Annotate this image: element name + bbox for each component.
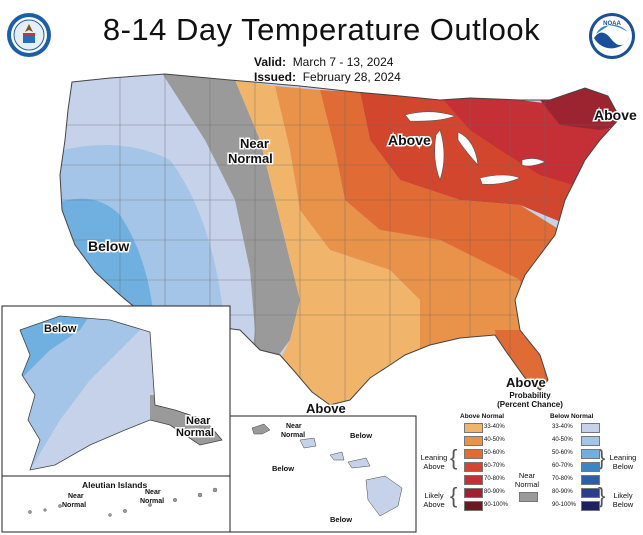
aleutian-inset: Aleutian Islands Near Normal Near Normal (1, 475, 231, 533)
label-aleutian-near-b1: Near (145, 489, 161, 496)
legend-range-above-0: 33-40% (484, 424, 505, 430)
legend-range-above-1: 40-50% (484, 437, 505, 443)
label-alaska-near-1: Near (186, 415, 211, 427)
label-aleutian-near-b2: Normal (140, 498, 164, 505)
commerce-seal-icon (7, 13, 51, 57)
legend-swatch-above-2 (464, 449, 483, 459)
legend-range-above-6: 90-100% (484, 502, 509, 508)
issued-date: February 28, 2024 (302, 70, 401, 84)
legend-likely-above: Likely Above (418, 491, 450, 509)
legend-swatch-above-4 (464, 475, 483, 485)
legend-below-header: Below Normal (550, 413, 594, 420)
legend-near-normal-swatch (519, 492, 538, 502)
aleutian-title: Aleutian Islands (82, 480, 147, 490)
legend-brace-above-leaning: { (450, 445, 458, 470)
legend-range-below-1: 40-50% (552, 437, 573, 443)
noaa-logo-icon: NOAA (589, 13, 635, 59)
issued-label: Issued: (254, 70, 297, 84)
label-near-normal-west-2: Normal (228, 151, 273, 166)
label-hawaii-below-2: Below (272, 464, 294, 473)
label-aleutian-near-a2: Normal (62, 502, 86, 509)
legend-range-above-4: 70-80% (484, 476, 505, 482)
legend-likely-below-1: Likely (613, 491, 633, 500)
legend-range-below-0: 33-40% (552, 424, 573, 430)
legend-swatch-above-0 (464, 423, 483, 433)
legend-range-below-2: 50-60% (552, 450, 573, 456)
legend-near-normal-1: Near (518, 471, 536, 480)
label-near-normal-west-1: Near (240, 136, 269, 151)
map-title: 8-14 Day Temperature Outlook (102, 12, 541, 47)
label-above-florida: Above (506, 375, 546, 390)
legend-swatch-below-4 (581, 475, 600, 485)
legend-swatch-below-3 (581, 462, 600, 472)
noaa-text: NOAA (603, 21, 621, 27)
legend-swatch-above-5 (464, 488, 483, 498)
legend-range-above-3: 60-70% (484, 463, 505, 469)
label-hawaii-below-3: Below (330, 515, 352, 524)
legend-swatch-below-5 (581, 488, 600, 498)
valid-label: Valid: (254, 55, 287, 69)
legend-swatch-above-1 (464, 436, 483, 446)
legend-leaning-above-2: Above (423, 462, 445, 471)
legend-leaning-above: Leaning Above (418, 453, 450, 471)
label-above-texas: Above (306, 401, 346, 416)
legend-above-header: Above Normal (460, 413, 505, 420)
label-alaska-below: Below (44, 323, 77, 335)
label-hawaii-near-1: Near (286, 423, 302, 430)
legend-range-above-2: 50-60% (484, 450, 505, 456)
legend-range-below-6: 90-100% (552, 502, 577, 508)
legend-title-line-2: (Percent Chance) (497, 400, 563, 409)
legend-likely-above-1: Likely (424, 491, 444, 500)
label-hawaii-below-1: Below (350, 431, 372, 440)
hawaii-inset: Near Normal Below Below Below (229, 415, 417, 533)
legend-range-below-3: 60-70% (552, 463, 573, 469)
legend-swatch-above-3 (464, 462, 483, 472)
label-aleutian-near-a1: Near (68, 493, 84, 500)
legend-likely-below: Likely Below (606, 491, 640, 509)
legend-range-below-4: 70-80% (552, 476, 573, 482)
legend-near-normal-2: Normal (514, 480, 540, 489)
legend-brace-above-likely: { (450, 483, 458, 508)
label-hawaii-near-2: Normal (281, 432, 305, 439)
legend-brace-below-likely: } (598, 483, 606, 508)
legend-brace-below-leaning: } (598, 445, 606, 470)
label-alaska-near-2: Normal (176, 427, 214, 439)
label-above-northeast: Above (594, 107, 637, 123)
legend-leaning-above-1: Leaning (420, 453, 448, 462)
legend-leaning-below-2: Below (612, 462, 634, 471)
legend-swatch-above-6 (464, 501, 483, 511)
legend-likely-above-2: Above (423, 500, 445, 509)
legend-title: Probability (Percent Chance) (490, 391, 570, 409)
alaska-inset: Below Near Normal (1, 305, 231, 477)
legend-near-normal: Near Normal (512, 471, 542, 489)
valid-dates: March 7 - 13, 2024 (292, 55, 394, 69)
probability-legend: Probability (Percent Chance) Above Norma… (418, 391, 640, 533)
legend-leaning-below-1: Leaning (609, 453, 637, 462)
legend-range-below-5: 80-90% (552, 489, 573, 495)
legend-likely-below-2: Below (612, 500, 634, 509)
legend-swatch-below-2 (581, 449, 600, 459)
great-lakes (404, 111, 546, 185)
validity-block: Valid: March 7 - 13, 2024 Issued: Februa… (254, 55, 401, 85)
label-below-west: Below (88, 238, 129, 254)
label-above-great-lakes: Above (388, 132, 431, 148)
legend-range-above-5: 80-90% (484, 489, 505, 495)
legend-title-line-1: Probability (509, 391, 551, 400)
legend-swatch-below-0 (581, 423, 600, 433)
legend-swatch-below-1 (581, 436, 600, 446)
legend-swatch-below-6 (581, 501, 600, 511)
legend-leaning-below: Leaning Below (606, 453, 640, 471)
